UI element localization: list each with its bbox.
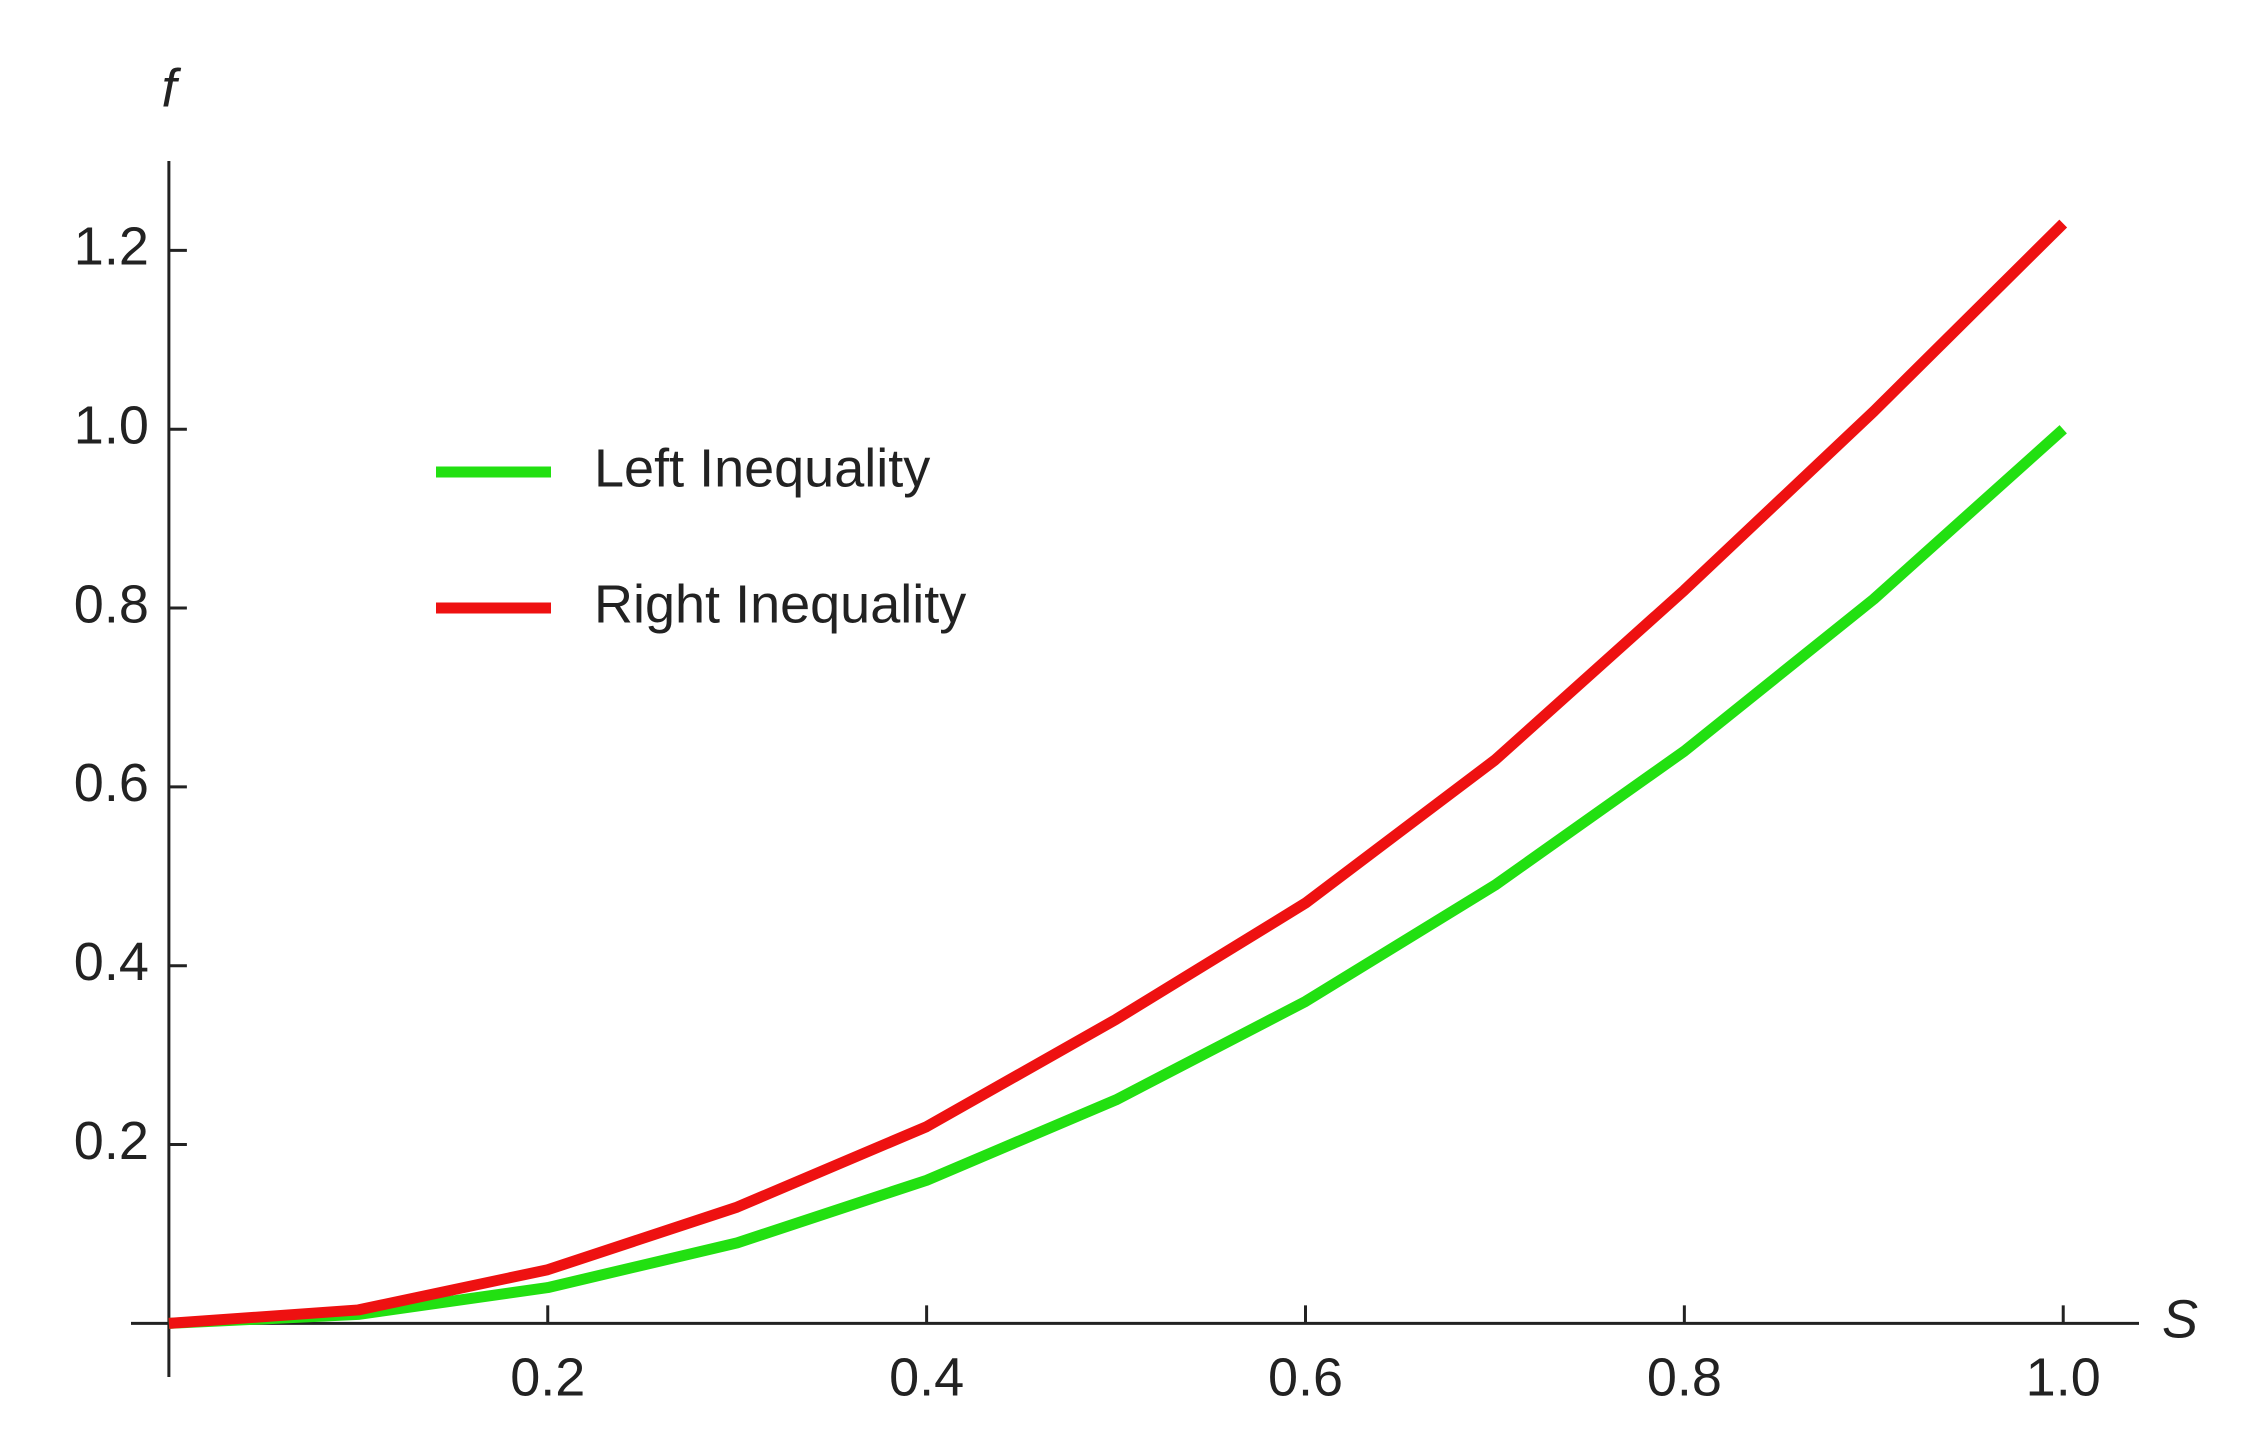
y-axis-label: f	[161, 58, 181, 118]
y-tick-label: 1.0	[74, 396, 149, 456]
x-axis-label: S	[2162, 1289, 2198, 1349]
legend-label: Right Inequality	[594, 574, 966, 634]
y-tick-label: 0.8	[74, 574, 149, 634]
y-tick-label: 1.2	[74, 217, 149, 277]
y-tick-label: 0.4	[74, 932, 149, 992]
y-tick-label: 0.2	[74, 1111, 149, 1171]
x-tick-label: 0.4	[889, 1348, 964, 1408]
x-tick-label: 0.8	[1647, 1348, 1722, 1408]
legend-label: Left Inequality	[594, 438, 930, 498]
x-tick-label: 1.0	[2026, 1348, 2101, 1408]
y-tick-label: 0.6	[74, 753, 149, 813]
series-line	[168, 425, 2067, 1329]
series-line	[168, 219, 2068, 1329]
x-tick-label: 0.2	[510, 1348, 585, 1408]
x-tick-label: 0.6	[1268, 1348, 1343, 1408]
